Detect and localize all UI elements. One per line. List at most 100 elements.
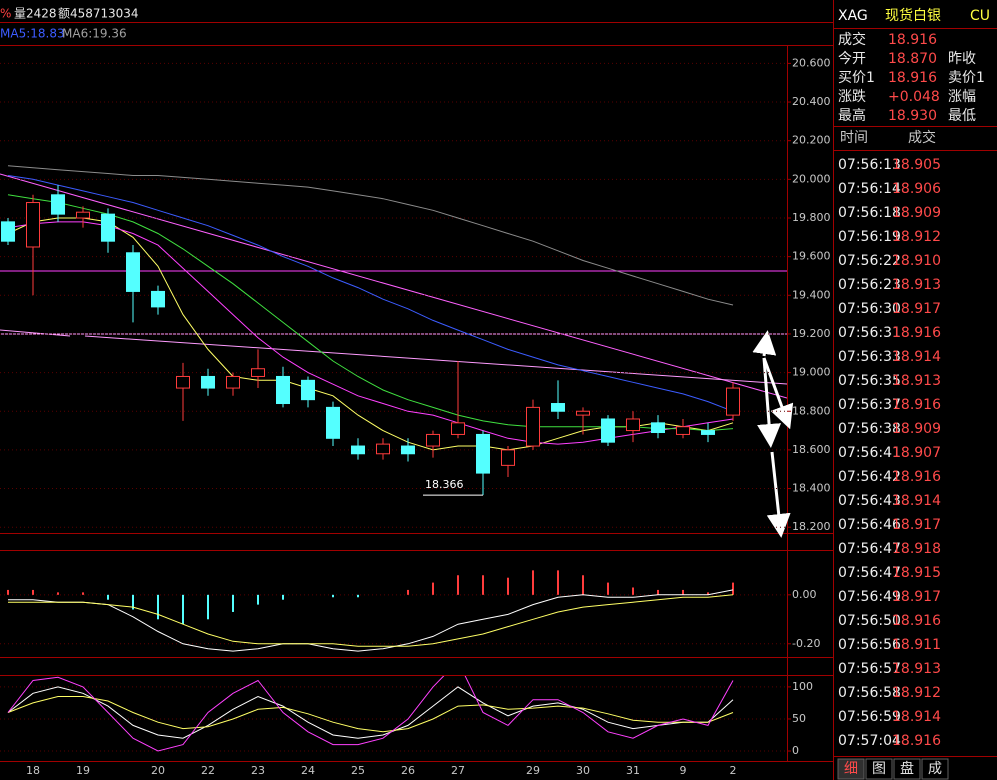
header-amount: 额45871 [58,7,108,21]
tab[interactable] [893,758,921,780]
quote-label: 最高 [838,107,866,124]
candle-body [201,375,215,389]
tick-price: 18.905 [892,157,941,173]
tick-price: 18.917 [892,301,941,317]
quote-label: 成交 [838,31,866,48]
quote-value: 18.870 [888,51,937,67]
candle-body [226,375,240,389]
y-tick-label: 0.00 [792,588,817,601]
tick-time: 07:56:57 [838,661,901,677]
candle-body [51,194,65,215]
quote-label: 昨收 [948,51,976,67]
y-tick-label: 19.800 [792,211,831,224]
tick-time: 07:56:31 [838,325,901,341]
tab[interactable] [921,758,949,780]
tick-header-time: 时间 [840,130,868,146]
low-annotation: 18.366 [425,478,464,491]
candle-body [526,406,540,447]
indicator-line [7,686,734,739]
candle-body [101,213,115,242]
tick-time: 07:56:38 [838,421,901,437]
tab-label: 细 [844,761,858,777]
tick-price: 18.916 [892,733,941,749]
quote-value: 18.916 [888,70,937,86]
y-tick-label: 50 [792,712,806,725]
tick-price: 18.916 [892,469,941,485]
candle-body [1,221,15,242]
y-tick-label: 19.600 [792,250,831,263]
quote-value: 18.916 [888,32,937,48]
y-tick-label: 20.200 [792,134,831,147]
y-tick-label: 19.200 [792,327,831,340]
candle-body [326,406,340,439]
symbol: XAG [838,8,868,24]
tick-time: 07:56:47 [838,565,901,581]
quote-label: 今开 [838,51,866,67]
quote-label: 卖价1 [948,70,985,86]
header-marker: % [0,7,11,21]
tick-price: 18.911 [892,637,941,653]
x-tick-label: 9 [680,764,687,777]
tab[interactable] [837,758,865,780]
tab[interactable] [865,758,893,780]
tick-price: 18.917 [892,517,941,533]
tick-time: 07:56:46 [838,517,901,533]
candle-body [701,430,715,435]
y-tick-label: 20.600 [792,56,831,69]
y-tick-label: 18.800 [792,404,831,417]
tick-time: 07:56:14 [838,181,901,197]
tick-price: 18.917 [892,589,941,605]
candle-body [176,375,190,389]
tick-time: 07:56:22 [838,253,901,269]
quote-label: 涨跌 [838,89,866,105]
tick-price: 18.918 [892,541,941,557]
tick-price: 18.913 [892,277,941,293]
x-tick-label: 26 [401,764,415,777]
x-tick-label: 23 [251,764,265,777]
y-tick-label: 100 [792,680,813,693]
tick-price: 18.906 [892,181,941,197]
quote-label: 涨幅 [948,89,976,105]
tab-label: 成 [928,761,942,777]
indicator-line [7,696,734,733]
x-tick-label: 30 [576,764,590,777]
indicator-line [8,589,734,652]
tick-price: 18.914 [892,493,941,509]
y-tick-label: 19.000 [792,366,831,379]
ma-legend: MA6:19.36 [62,27,127,41]
tick-price: 18.914 [892,709,941,725]
tick-time: 07:56:43 [838,493,901,509]
y-tick-label: 0 [792,744,799,757]
indicator-line [7,175,734,412]
tick-time: 07:56:42 [838,469,901,485]
quote-value: 18.930 [888,108,937,124]
tick-price: 18.914 [892,349,941,365]
candle-body [576,410,590,416]
candle-body [376,443,390,455]
tick-price: 18.916 [892,613,941,629]
quote-label: 买价1 [838,70,875,86]
instrument-code: CU [970,8,990,24]
tick-time: 07:56:41 [838,445,901,461]
tick-price: 18.913 [892,661,941,677]
plot [1,165,740,496]
candle-body [276,375,290,405]
x-tick-label: 20 [151,764,165,777]
candle-body [476,433,490,474]
quote-value: +0.048 [888,89,940,105]
x-tick-label: 18 [26,764,40,777]
candle-body [676,426,690,435]
plot [7,570,734,652]
tick-price: 18.910 [892,253,941,269]
candle-body [151,290,165,308]
tick-time: 07:56:49 [838,589,901,605]
tick-time: 07:56:58 [838,685,901,701]
x-tick-label: 25 [351,764,365,777]
candle-body [501,449,515,466]
x-tick-label: 29 [526,764,540,777]
tick-time: 07:56:35 [838,373,901,389]
